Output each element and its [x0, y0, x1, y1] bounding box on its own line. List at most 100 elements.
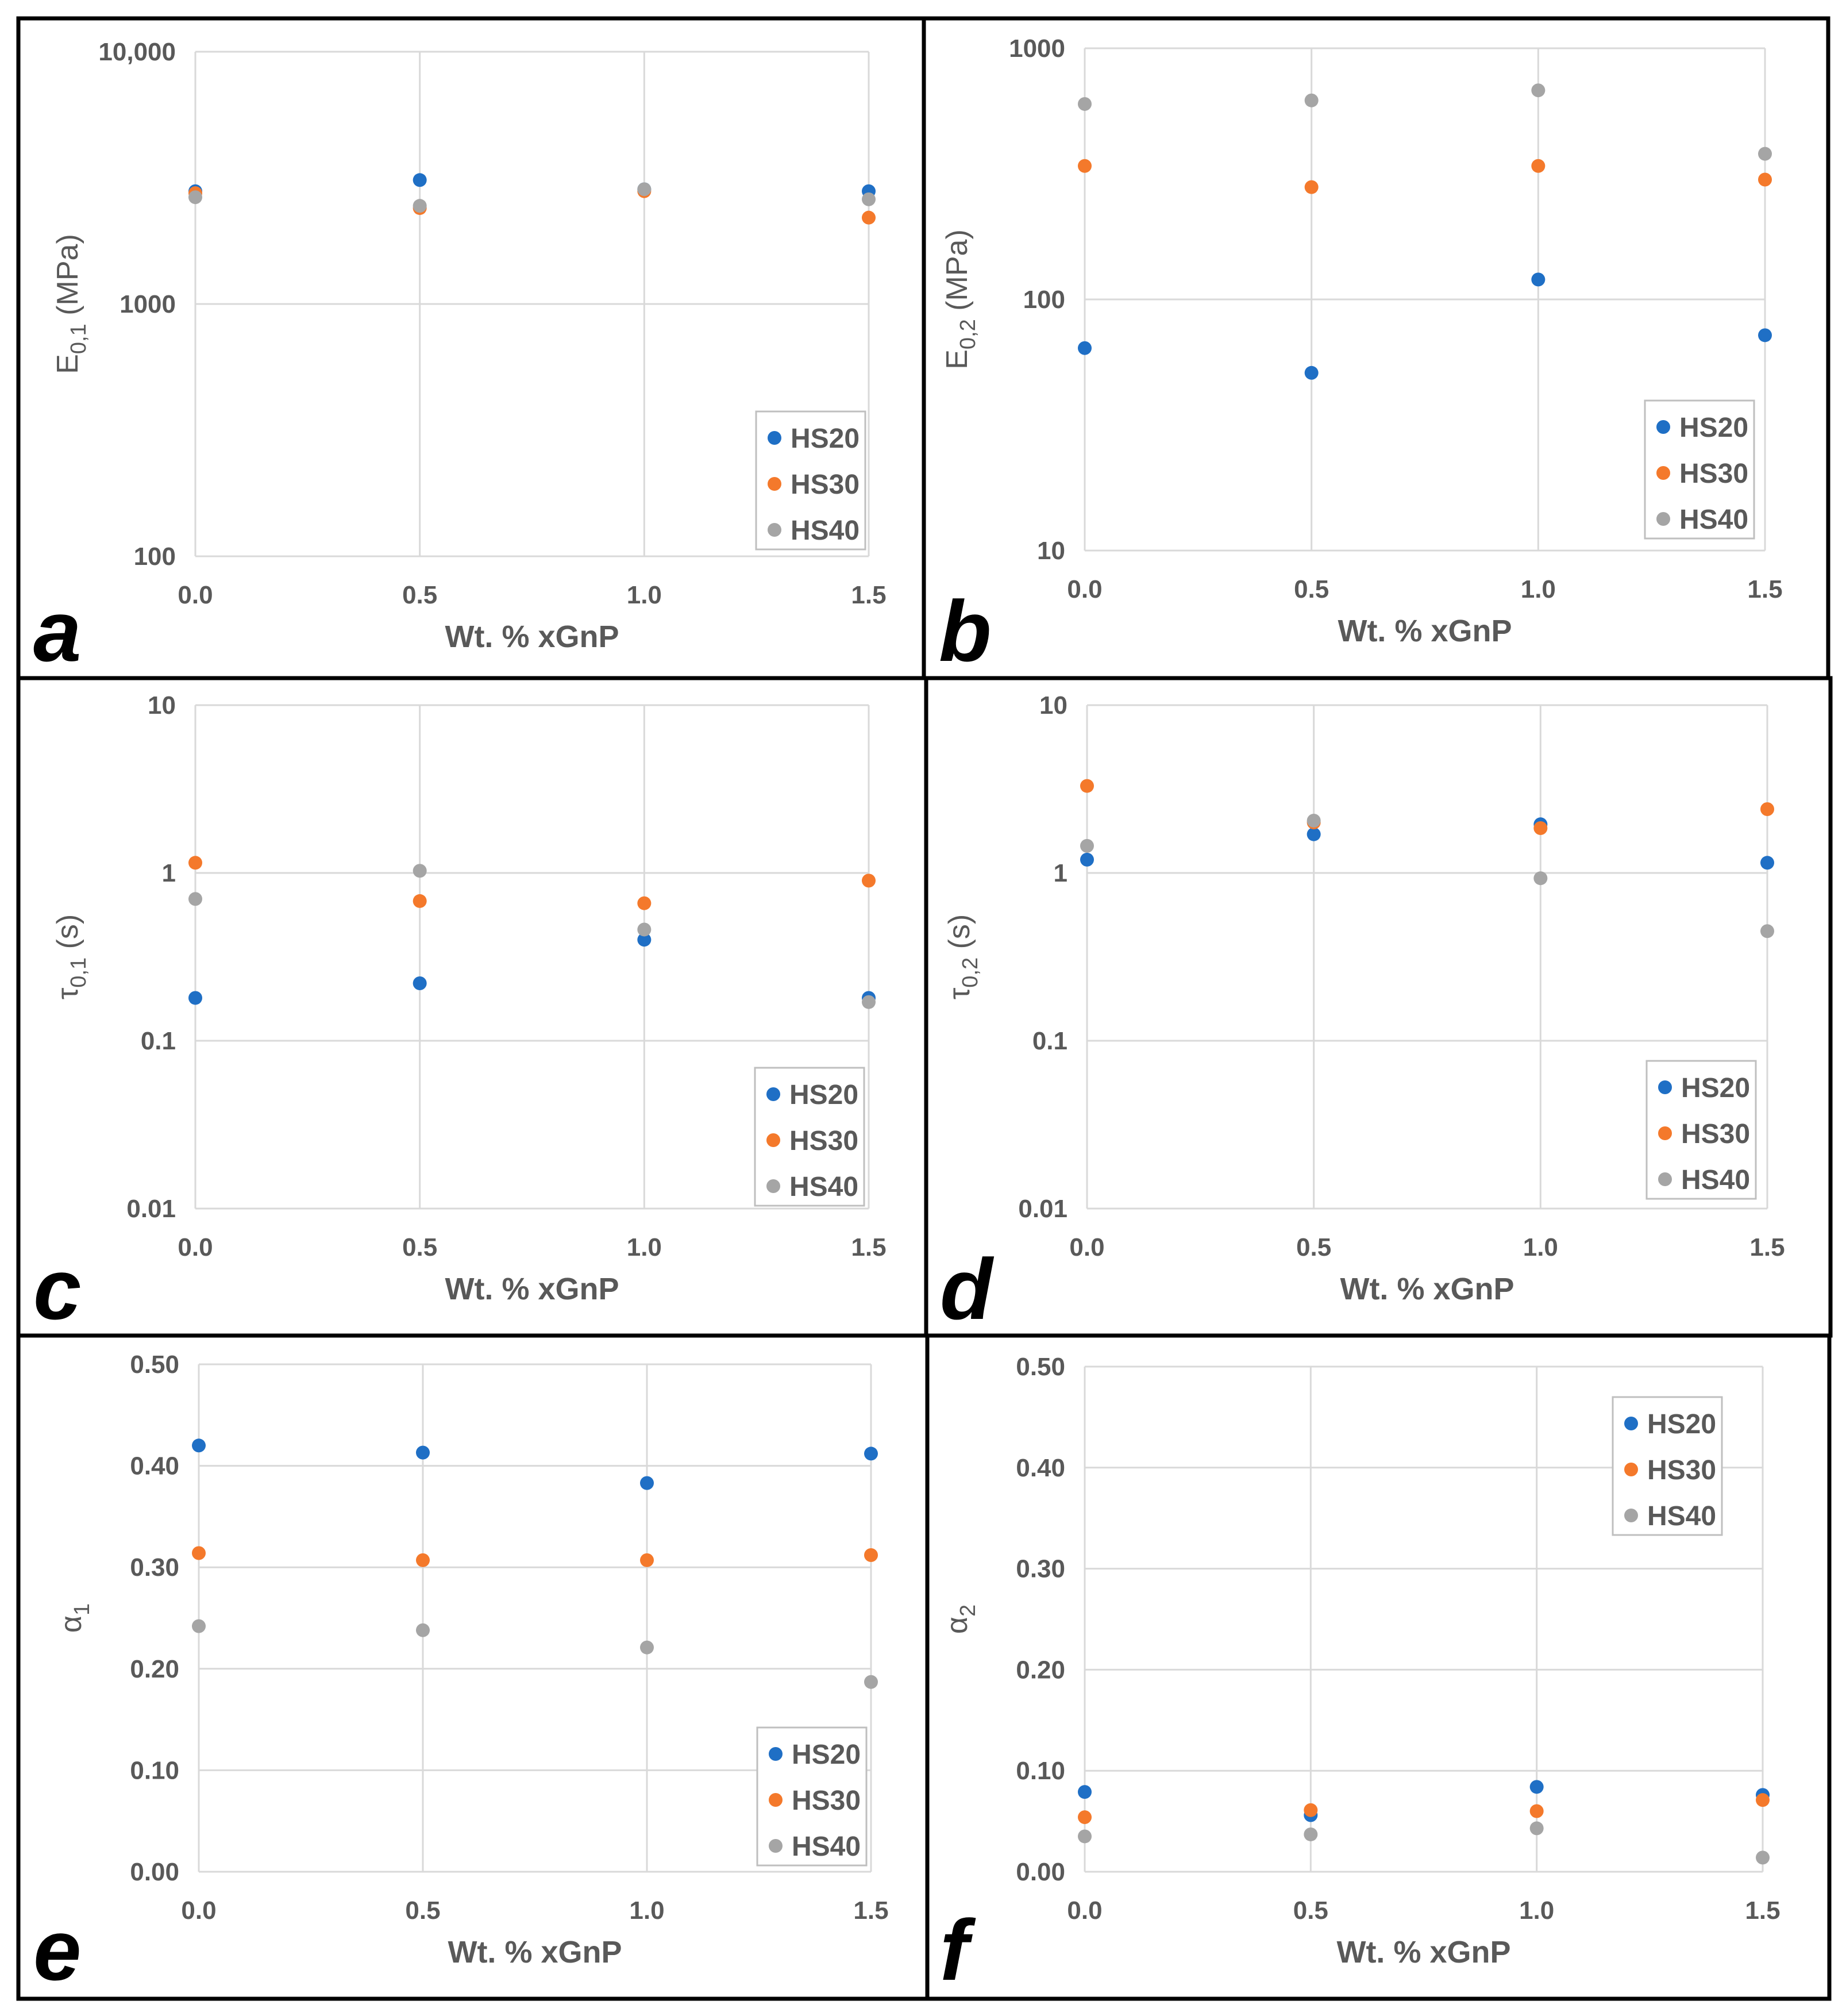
y-tick-label: 0.10 [130, 1756, 179, 1784]
legend-label-hs30: HS30 [1681, 1119, 1750, 1149]
legend-label-hs40: HS40 [1647, 1501, 1716, 1532]
panel-letter: e [33, 1902, 81, 1998]
y-axis-label-main: τ [51, 987, 84, 999]
y-tick-label: 0.01 [1018, 1195, 1067, 1223]
point-hs40 [1304, 1827, 1318, 1841]
y-tick-label: 1 [162, 859, 176, 887]
point-hs30 [862, 210, 876, 225]
point-hs40 [637, 182, 652, 197]
panel-e: 0.00 0.10 0.20 0.30 0.40 0.50 0.0 0.5 1.0 1.5 Wt. … [16, 1333, 930, 2001]
point-hs30 [1533, 821, 1548, 835]
y-tick-label: 1000 [1009, 34, 1065, 63]
point-hs20 [1531, 272, 1546, 287]
point-hs30 [1304, 1803, 1318, 1817]
y-tick-label: 10 [1037, 537, 1065, 565]
legend-marker-hs30 [769, 1793, 783, 1807]
y-axis-label-sub: 0,2 [956, 319, 980, 349]
point-hs30 [188, 856, 202, 870]
legend-marker-hs40 [1656, 512, 1670, 526]
y-tick-label: 0.50 [1016, 1353, 1065, 1381]
legend: HS20 HS30 HS40 [755, 410, 866, 551]
panel-border [16, 676, 928, 1338]
panel-border [16, 16, 926, 680]
legend: HS20 HS30 HS40 [1612, 1396, 1723, 1536]
point-hs20 [1758, 328, 1772, 343]
point-hs40 [1756, 1850, 1770, 1865]
x-tick-label: 0.5 [402, 1233, 437, 1261]
x-tick-label: 0.5 [1294, 575, 1329, 603]
point-hs40 [1080, 838, 1094, 853]
legend-label-hs40: HS40 [789, 1172, 858, 1202]
panel-f: 0.00 0.10 0.20 0.30 0.40 0.50 0.0 0.5 1.0 1.5 Wt. … [925, 1333, 1832, 2001]
x-tick-label: 0.0 [1067, 1896, 1102, 1925]
y-axis-label-unit: (s) [51, 914, 84, 957]
point-hs20 [1760, 856, 1774, 870]
point-hs30 [864, 1548, 878, 1563]
legend-marker-hs30 [766, 1133, 780, 1147]
legend-label-hs30: HS30 [792, 1786, 861, 1816]
legend: HS20 HS30 HS40 [756, 1726, 868, 1867]
y-axis-label-main: τ [943, 987, 976, 999]
point-hs20 [637, 933, 652, 947]
y-axis-label: E0,2 (MPa) [941, 229, 980, 370]
x-tick-label: 0.0 [1067, 575, 1102, 603]
point-hs30 [1078, 1810, 1092, 1825]
point-hs20 [192, 1438, 206, 1453]
x-tick-label: 1.5 [851, 1233, 886, 1261]
y-tick-label: 0.20 [130, 1655, 179, 1683]
panel-border [922, 16, 1830, 680]
point-hs40 [1304, 93, 1319, 107]
x-tick-label: 0.5 [405, 1896, 440, 1925]
legend-label-hs30: HS30 [1679, 459, 1748, 489]
x-tick-label: 1.5 [1745, 1896, 1780, 1925]
y-axis-label-unit: (MPa) [941, 229, 974, 319]
point-hs30 [416, 1553, 430, 1567]
legend-marker-hs20 [1624, 1417, 1638, 1430]
point-hs20 [1529, 1780, 1544, 1794]
legend-marker-hs40 [769, 1839, 783, 1853]
legend-label-hs20: HS20 [1681, 1073, 1750, 1103]
legend-label-hs30: HS30 [789, 1126, 858, 1156]
y-axis-label-main: E [51, 354, 84, 374]
x-axis-label: Wt. % xGnP [1340, 1272, 1514, 1306]
point-hs20 [1307, 827, 1321, 841]
x-axis-label: Wt. % xGnP [1338, 614, 1512, 648]
y-tick-label: 10 [1039, 691, 1067, 720]
legend-label-hs40: HS40 [792, 1832, 861, 1862]
point-hs30 [640, 1553, 654, 1567]
y-tick-label: 1000 [120, 290, 176, 318]
legend-label-hs20: HS20 [789, 1080, 858, 1110]
point-hs20 [413, 173, 427, 187]
point-hs30 [1529, 1804, 1544, 1818]
x-tick-label: 1.5 [851, 581, 886, 609]
x-axis-label: Wt. % xGnP [445, 1272, 619, 1306]
x-tick-label: 1.0 [629, 1896, 664, 1925]
legend-label-hs20: HS20 [1647, 1409, 1716, 1440]
y-axis-label: E0,1 (MPa) [51, 234, 91, 374]
panel-letter: a [33, 583, 81, 679]
y-axis-label: τ0,1 (s) [51, 914, 91, 999]
point-hs40 [864, 1675, 878, 1689]
legend-marker-hs40 [1658, 1172, 1672, 1186]
point-hs40 [1078, 97, 1092, 111]
point-hs30 [413, 894, 427, 908]
point-hs40 [1533, 871, 1548, 886]
point-hs40 [413, 199, 427, 213]
y-axis-label-sub: 0,1 [67, 324, 91, 354]
legend-label-hs20: HS20 [792, 1740, 861, 1770]
panel-b: 10 100 1000 0.0 0.5 1.0 1.5 Wt. % xGnP E0,2 (MPa… [922, 16, 1830, 680]
legend-marker-hs40 [1624, 1509, 1638, 1522]
x-tick-label: 1.5 [1747, 575, 1782, 603]
y-tick-label: 0.30 [1016, 1555, 1065, 1583]
point-hs20 [188, 991, 202, 1005]
x-tick-label: 0.0 [1069, 1233, 1104, 1261]
panel-d: 0.01 0.1 1 10 0.0 0.5 1.0 1.5 Wt. % xGnP τ0,2 (s)… [924, 676, 1833, 1338]
point-hs40 [1307, 813, 1321, 828]
x-tick-label: 1.0 [1519, 1896, 1554, 1925]
point-hs40 [862, 192, 876, 206]
point-hs30 [1080, 779, 1094, 793]
point-hs40 [1760, 924, 1774, 938]
point-hs20 [1080, 852, 1094, 867]
legend: HS20 HS30 HS40 [1644, 399, 1755, 540]
y-tick-label: 10,000 [98, 38, 176, 66]
